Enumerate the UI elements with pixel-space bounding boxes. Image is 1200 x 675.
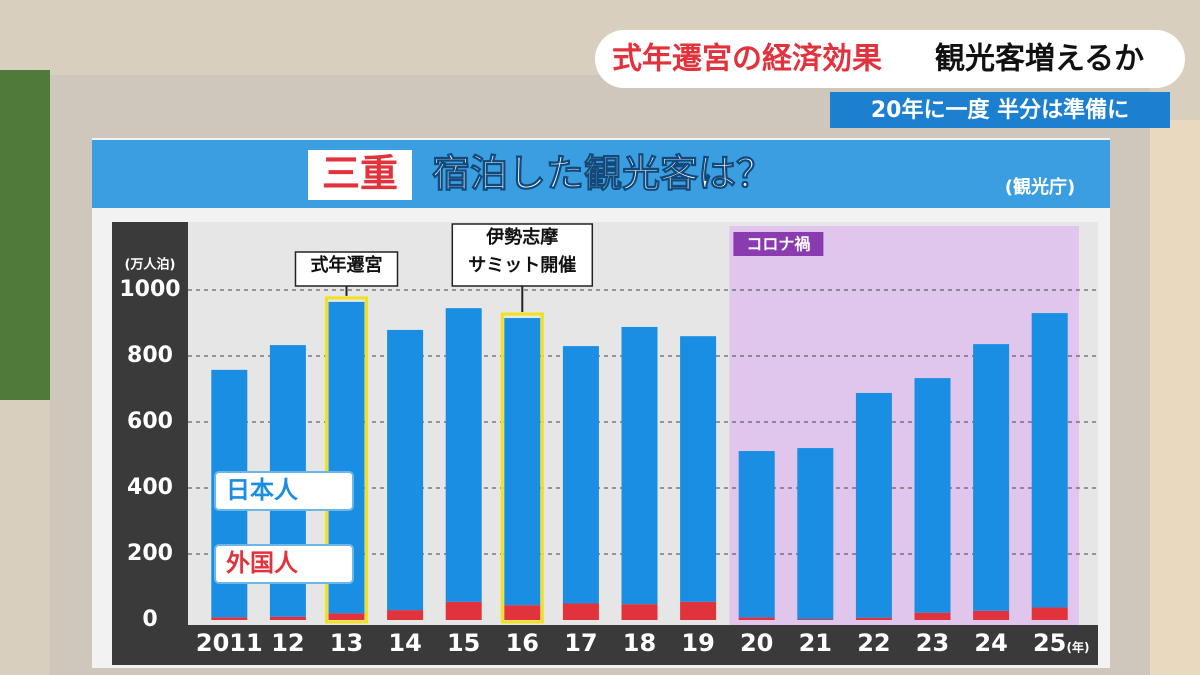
y-tick-label: 800 [127, 343, 173, 368]
period-label: コロナ禍 [746, 235, 810, 254]
bar-segment [797, 619, 834, 620]
chart-title: 宿泊した観光客は？ [432, 152, 774, 196]
highlight-frame [325, 296, 368, 624]
y-tick-label: 1000 [119, 277, 180, 302]
x-tick-label: 2011 [196, 629, 263, 657]
x-tick-label: 16 [506, 629, 539, 657]
x-tick-label: 12 [271, 629, 304, 657]
x-tick-label: 24 [974, 629, 1007, 657]
bar-segment [621, 604, 658, 620]
bar-segment [445, 601, 482, 620]
annotation-text: サミット開催 [468, 254, 576, 276]
annotation-box [451, 223, 594, 287]
bar-segment [855, 392, 892, 618]
bar-segment [328, 613, 365, 620]
bar-segment [504, 318, 541, 606]
sub-banner: 20年に一度 半分は準備に [871, 97, 1129, 123]
source: (観光庁) [1005, 176, 1075, 198]
x-tick-label: 18 [623, 629, 656, 657]
x-tick-label: 14 [388, 629, 421, 657]
bar-segment [387, 610, 424, 620]
y-tick-label: 200 [127, 541, 173, 566]
x-tick-label: 22 [857, 629, 890, 657]
title-highlight-box [308, 150, 412, 200]
x-axis-panel [188, 625, 1098, 665]
x-tick-label: 17 [564, 629, 597, 657]
bar-segment [504, 605, 541, 620]
bar-segment [269, 616, 306, 620]
bar-segment [973, 610, 1010, 620]
y-tick-label: 0 [142, 607, 157, 632]
bar-segment [855, 617, 892, 620]
bar-segment [797, 448, 834, 620]
x-tick-label: 13 [330, 629, 363, 657]
bar-segment [738, 617, 775, 620]
title-strip [92, 140, 1110, 208]
legend-label: 外国人 [226, 549, 298, 577]
greenery [0, 70, 50, 400]
bar-segment [387, 329, 424, 611]
legend-box [214, 471, 354, 511]
period-shade [729, 226, 1079, 625]
banner-text: 観光客増えるか [935, 42, 1144, 77]
legend-label: 日本人 [226, 476, 298, 504]
legend-box [214, 544, 354, 584]
x-tick-label: 21 [799, 629, 832, 657]
highlight-frame [500, 312, 544, 624]
bar-segment [1031, 607, 1068, 620]
bar-segment [738, 451, 775, 618]
bar-segment [914, 612, 951, 620]
y-axis-label: (万人泊) [125, 257, 176, 273]
bar-segment [973, 344, 1010, 611]
sub-banner-box [830, 92, 1170, 128]
annotation-box [294, 251, 399, 287]
bar-segment [680, 336, 717, 602]
banner-highlight: 式年遷宮の経済効果 [612, 42, 882, 77]
y-axis-panel [112, 222, 188, 665]
bar-segment [562, 603, 599, 620]
x-tick-label: 15 [447, 629, 480, 657]
bar-segment [914, 378, 951, 613]
x-tick-label: 23 [916, 629, 949, 657]
bar-segment [621, 326, 658, 605]
x-tick-label: 19 [681, 629, 714, 657]
period-label-box [733, 232, 824, 256]
bar-segment [445, 308, 482, 602]
bar-segment [680, 601, 717, 620]
bar-segment [211, 617, 248, 620]
annotation-text: 式年遷宮 [311, 254, 383, 276]
y-tick-label: 600 [127, 409, 173, 434]
annotation-text: 伊勢志摩 [485, 226, 558, 248]
bar-segment [1031, 313, 1068, 608]
y-tick-label: 400 [127, 475, 173, 500]
x-unit: (年) [1067, 640, 1090, 655]
title-highlight: 三重 [322, 152, 398, 196]
x-tick-label: 20 [740, 629, 773, 657]
banner-box [595, 30, 1185, 88]
bar-segment [562, 346, 599, 604]
x-tick-label: 25 [1033, 629, 1066, 657]
